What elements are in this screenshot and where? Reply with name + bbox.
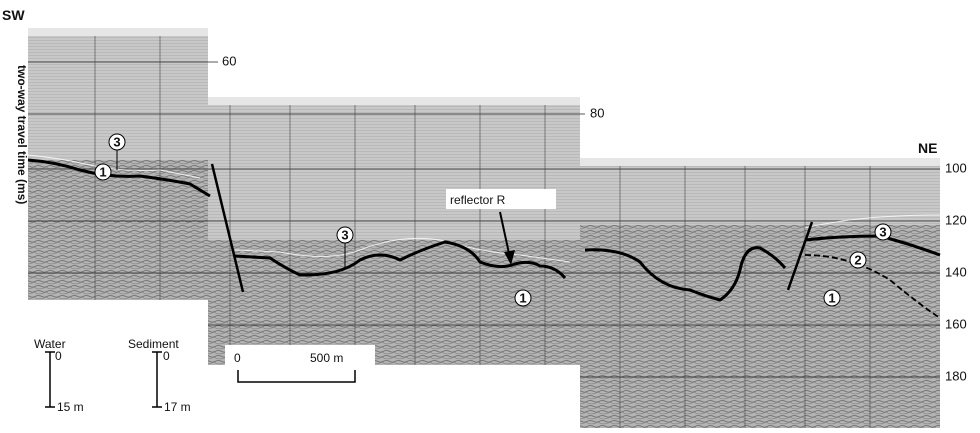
reflector-label: reflector R: [450, 193, 506, 207]
time-tick: 80: [590, 105, 604, 120]
sw-label: SW: [2, 7, 25, 23]
scale-value: 500 m: [310, 351, 343, 365]
scale-label: Water: [34, 337, 66, 351]
time-tick: 180: [945, 368, 967, 383]
unit-label: 2: [854, 253, 861, 268]
time-tick: 120: [945, 212, 967, 227]
panels: [28, 28, 940, 428]
scale-value: 15 m: [57, 400, 84, 414]
scale-value: 0: [163, 349, 170, 363]
scale-label: Sediment: [128, 337, 179, 351]
time-tick: 140: [945, 264, 967, 279]
scale-value: 0: [55, 349, 62, 363]
time-tick: 160: [945, 316, 967, 331]
grid: [28, 36, 940, 428]
unit-label: 3: [341, 228, 348, 243]
unit-label: 1: [828, 291, 835, 306]
ne-label: NE: [918, 140, 937, 156]
unit-label: 3: [113, 135, 120, 150]
unit-label: 3: [879, 225, 886, 240]
y-axis-title: two-way travel time (ms): [15, 65, 29, 204]
scale-value: 0: [234, 351, 241, 365]
time-tick: 60: [222, 53, 236, 68]
time-tick: 100: [945, 160, 967, 175]
unit-markers: 3 1 3 reflector R 1 3 2 1: [94, 133, 892, 307]
scale-value: 17 m: [164, 400, 191, 414]
reflectors: [27, 154, 941, 319]
scale-bars: Water 0 15 m Sediment 0 17 m 0 500 m: [34, 337, 375, 414]
unit-label: 1: [99, 165, 106, 180]
unit-label: 1: [519, 291, 526, 306]
